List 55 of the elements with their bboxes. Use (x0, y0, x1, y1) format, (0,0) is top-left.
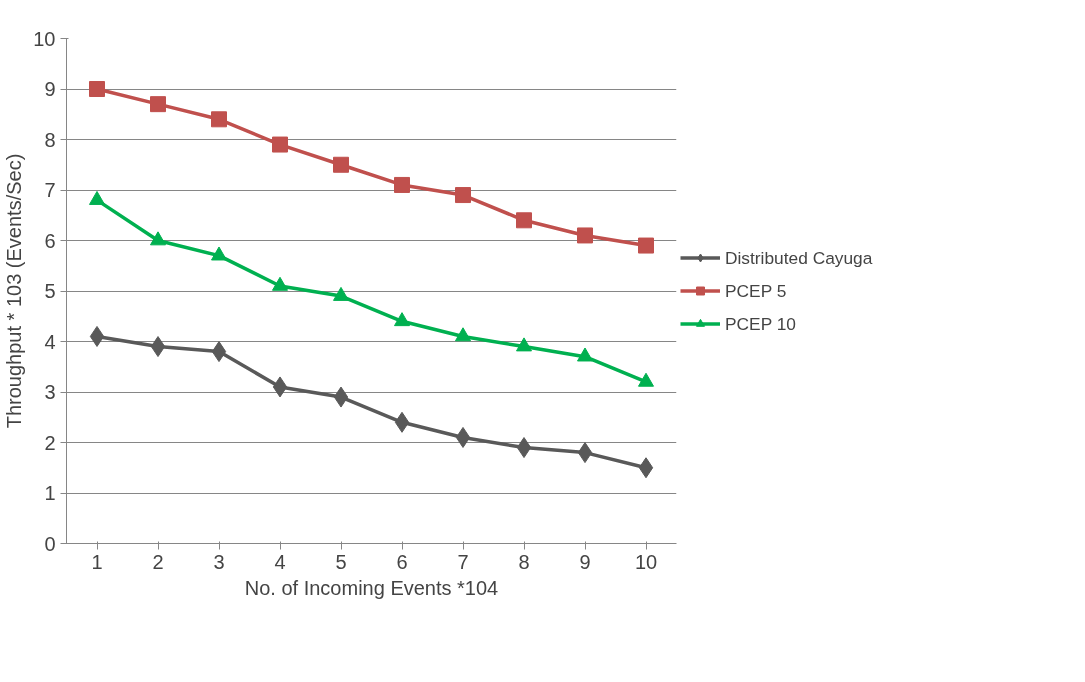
y-tick-label: 2 (44, 431, 56, 454)
x-axis-title: No. of Incoming Events *104 (244, 576, 499, 599)
point (577, 442, 593, 464)
point (211, 341, 227, 363)
x-tick-label: 9 (579, 550, 591, 573)
y-tick-label: 9 (44, 78, 56, 100)
point (455, 327, 471, 342)
y-tick-label: 7 (44, 179, 56, 201)
y-tick-label: 0 (44, 532, 56, 555)
point (394, 176, 410, 193)
point (577, 227, 593, 244)
point (638, 372, 654, 387)
point (516, 337, 532, 352)
x-tick-label: 3 (213, 550, 225, 573)
point (516, 437, 532, 459)
y-tick-label: 6 (44, 229, 56, 252)
point (272, 276, 288, 291)
x-tick-label: 2 (152, 550, 164, 573)
y-tick-label: 5 (44, 280, 56, 302)
x-tick-label: 6 (396, 550, 408, 573)
point (150, 231, 166, 246)
point (150, 96, 166, 113)
x-tick-label: 5 (335, 550, 347, 573)
point (272, 376, 288, 398)
x-tick-label: 7 (457, 550, 469, 573)
y-tick-label: 4 (44, 330, 56, 353)
legend-label: PCEP 10 (725, 313, 796, 334)
point (638, 237, 654, 254)
point (638, 457, 654, 479)
point (394, 411, 410, 433)
point (333, 286, 349, 301)
legend-label: PCEP 5 (725, 280, 787, 301)
point (150, 336, 166, 358)
y-axis-title: Throughput * 103 (Events/Sec) (3, 153, 26, 429)
legend-label: Distributed Cayuga (725, 247, 873, 268)
y-tick-label: 10 (33, 27, 56, 50)
point (577, 347, 593, 362)
point (211, 246, 227, 261)
point (211, 111, 227, 128)
x-tick-label: 10 (634, 550, 658, 573)
point (272, 136, 288, 153)
point (394, 312, 410, 327)
y-tick-label: 8 (44, 128, 56, 151)
x-tick-label: 8 (518, 550, 530, 573)
point (89, 325, 105, 347)
y-tick-label: 1 (44, 482, 56, 504)
point (333, 156, 349, 173)
x-tick-label: 4 (274, 550, 286, 573)
point (89, 81, 105, 97)
point (455, 426, 471, 448)
point (516, 212, 532, 229)
y-tick-label: 3 (44, 381, 56, 403)
point (455, 187, 471, 204)
point (333, 386, 349, 408)
x-tick-label: 1 (91, 550, 103, 573)
